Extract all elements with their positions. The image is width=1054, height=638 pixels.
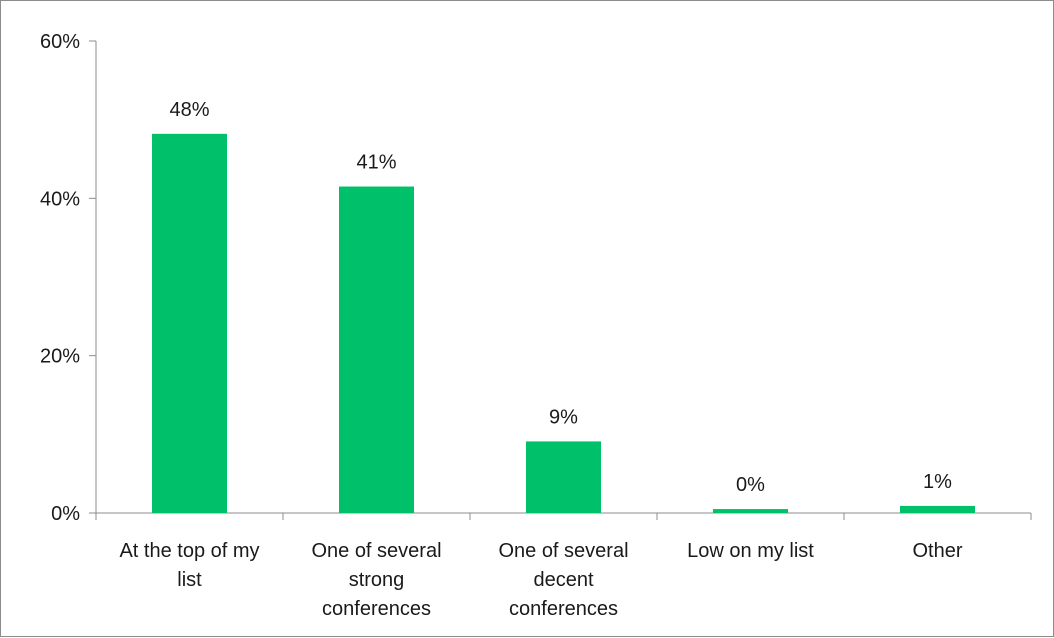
x-tick-label: list: [177, 569, 202, 591]
x-tick-label: conferences: [509, 598, 618, 620]
bar: [526, 441, 601, 513]
data-label: 0%: [736, 474, 765, 496]
data-label: 9%: [549, 406, 578, 428]
data-label: 48%: [169, 99, 209, 121]
y-tick-label: 40%: [40, 188, 80, 210]
x-tick-label: One of several: [498, 540, 628, 562]
x-tick-label: One of several: [311, 540, 441, 562]
x-tick-label: Other: [912, 540, 962, 562]
x-tick-label: decent: [533, 569, 593, 591]
data-label: 1%: [923, 471, 952, 493]
x-tick-label: Low on my list: [687, 540, 814, 562]
bar: [900, 505, 975, 513]
bar: [152, 133, 227, 513]
bar: [339, 186, 414, 514]
x-tick-label: At the top of my: [119, 540, 259, 562]
y-tick-label: 20%: [40, 346, 80, 368]
bar: [713, 509, 788, 513]
y-tick-label: 0%: [51, 503, 80, 525]
x-tick-label: conferences: [322, 598, 431, 620]
x-tick-label: strong: [349, 569, 405, 591]
data-label: 41%: [356, 152, 396, 174]
y-tick-label: 60%: [40, 31, 80, 53]
